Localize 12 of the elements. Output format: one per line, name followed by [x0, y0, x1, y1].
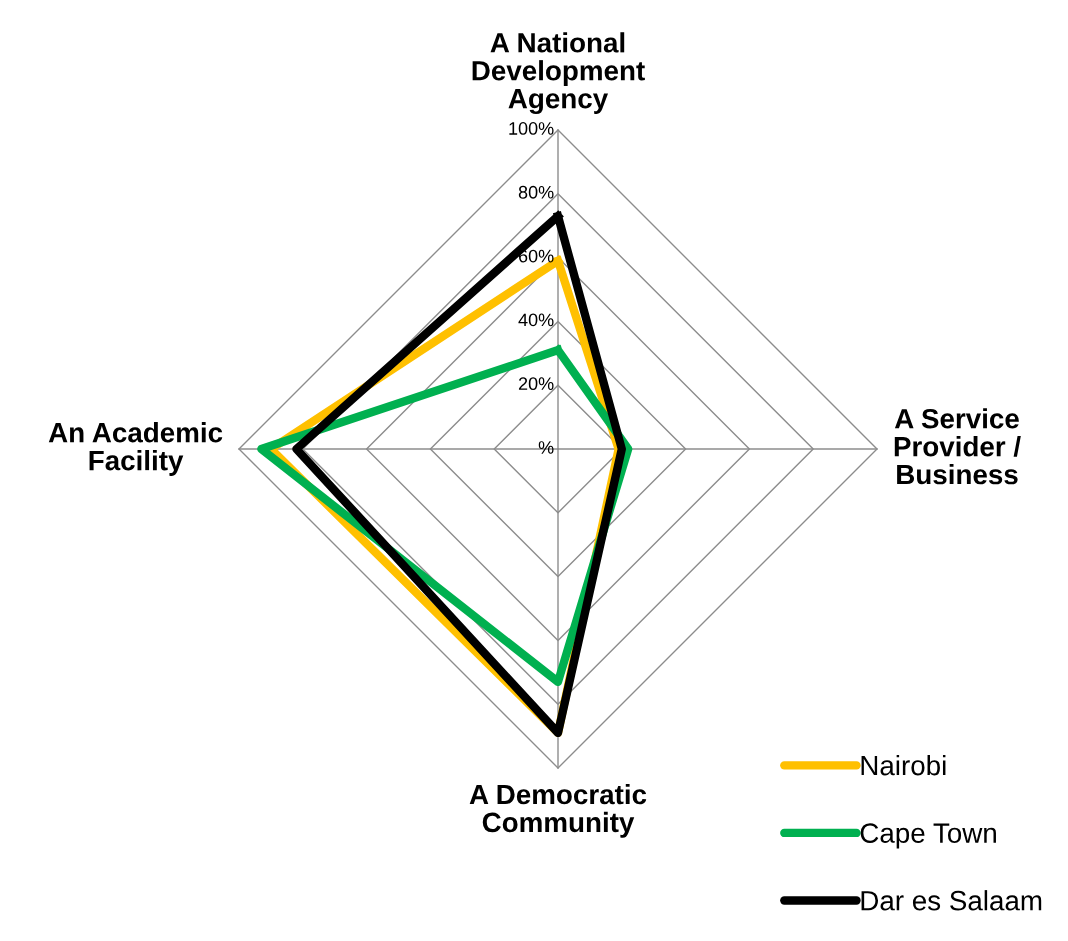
legend-label: Cape Town: [860, 823, 996, 849]
y-tick-label: %: [538, 441, 554, 454]
legend-label: Dar es Salaam: [861, 890, 1042, 911]
spoke-label: A Service Provider / Business: [894, 408, 1021, 485]
y-tick-label: 40%: [518, 313, 554, 327]
spoke-label: A Democratic Community: [469, 783, 647, 838]
spoke-label: A National Development Agency: [472, 32, 645, 115]
y-tick-label: 20%: [518, 377, 554, 391]
spoke-label: An Academic Facility: [48, 422, 223, 476]
y-tick-label: 100%: [509, 122, 554, 135]
y-tick-label: 80%: [518, 185, 554, 199]
legend-label: Nairobi: [861, 754, 946, 776]
